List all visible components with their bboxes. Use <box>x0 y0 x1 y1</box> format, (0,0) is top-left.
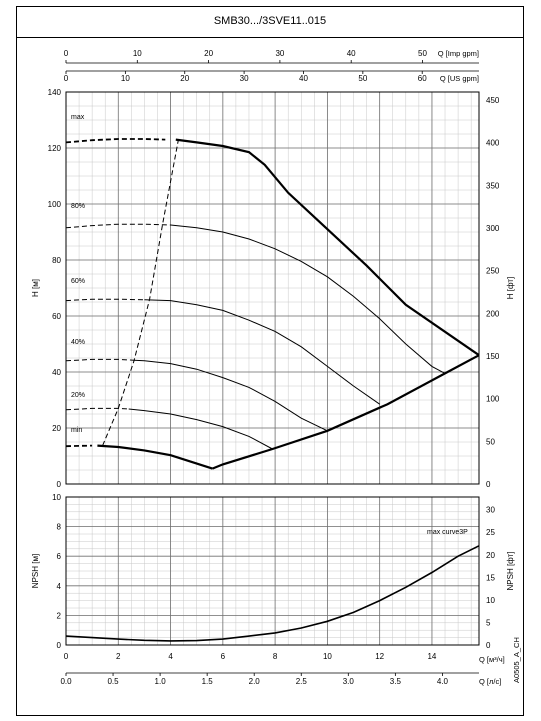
m3h-axis-label: Q [м³/ч] <box>479 655 505 664</box>
ls-tick-label: 3.0 <box>343 677 355 686</box>
m3h-tick-label: 14 <box>427 652 436 661</box>
head-y-right-tick-label: 450 <box>486 96 500 105</box>
ls-tick-label: 4.0 <box>437 677 449 686</box>
us-gpm-tick-label: 40 <box>299 74 308 83</box>
imp-gpm-tick-label: 20 <box>204 49 213 58</box>
head-curve-20 <box>128 408 273 450</box>
m3h-tick-label: 0 <box>64 652 69 661</box>
speed-label-min: min <box>71 427 82 434</box>
us-gpm-tick-label: 60 <box>418 74 427 83</box>
npsh-y-right-tick-label: 30 <box>486 506 495 515</box>
imp-gpm-tick-label: 10 <box>133 49 142 58</box>
head-curve-20-dashed <box>65 407 129 411</box>
m3h-tick-label: 8 <box>273 652 278 661</box>
us-gpm-axis-label: Q [US gpm] <box>440 74 479 83</box>
min-flow-dashed-line <box>102 139 179 446</box>
chart-frame <box>16 6 524 716</box>
head-plot-border <box>65 91 480 485</box>
ls-tick-label: 1.0 <box>155 677 167 686</box>
head-curve-60-dashed <box>65 298 145 302</box>
head-curve-60 <box>144 299 380 405</box>
speed-label-60: 60% <box>71 278 85 285</box>
ls-tick-label: 1.5 <box>202 677 214 686</box>
head-y-right-tick-label: 100 <box>486 395 500 404</box>
head-y-right-tick-label: 350 <box>486 181 500 190</box>
head-curve-80-dashed <box>65 223 171 229</box>
head-curve-max <box>175 138 480 357</box>
m3h-tick-label: 12 <box>375 652 384 661</box>
npsh-y-tick-label: 2 <box>57 611 62 620</box>
npsh-y-right-axis-label: NPSH [фт] <box>506 552 515 591</box>
ls-axis-label: Q [л/с] <box>479 677 501 686</box>
head-y-right-tick-label: 50 <box>486 437 495 446</box>
npsh-annotation: max curve3P <box>427 529 468 536</box>
head-y-axis-label: H [м] <box>31 279 40 297</box>
us-gpm-tick-label: 30 <box>240 74 249 83</box>
us-gpm-tick-label: 10 <box>121 74 130 83</box>
head-y-tick-label: 40 <box>52 368 61 377</box>
head-y-right-tick-label: 300 <box>486 224 500 233</box>
head-y-right-tick-label: 0 <box>486 480 491 489</box>
head-curve-40 <box>133 359 328 432</box>
title-box: SMB30.../3SVE11..015 <box>16 6 524 38</box>
head-y-right-tick-label: 250 <box>486 267 500 276</box>
head-y-tick-label: 140 <box>48 88 62 97</box>
chart-title: SMB30.../3SVE11..015 <box>213 15 327 27</box>
drawing-code: A0505_A_CH <box>512 637 521 683</box>
head-curve-80 <box>170 224 446 374</box>
m3h-tick-label: 2 <box>116 652 121 661</box>
speed-label-40: 40% <box>71 339 85 346</box>
ls-tick-label: 0.5 <box>107 677 119 686</box>
imp-gpm-tick-label: 0 <box>64 49 69 58</box>
npsh-y-tick-label: 10 <box>52 493 61 502</box>
m3h-tick-label: 10 <box>323 652 332 661</box>
us-gpm-tick-label: 50 <box>358 74 367 83</box>
head-y-tick-label: 20 <box>52 424 61 433</box>
head-y-right-axis-label: H [фт] <box>506 277 515 300</box>
head-curve-max-dashed <box>65 138 166 144</box>
m3h-tick-label: 6 <box>221 652 226 661</box>
npsh-y-tick-label: 4 <box>57 582 62 591</box>
max-flow-boundary-curve <box>211 354 480 470</box>
imp-gpm-axis-label: Q [Imp gpm] <box>438 49 479 58</box>
npsh-curve <box>65 545 480 642</box>
head-y-tick-label: 100 <box>48 200 62 209</box>
head-y-tick-label: 60 <box>52 312 61 321</box>
speed-label-max: max <box>71 114 85 121</box>
head-y-tick-label: 80 <box>52 256 61 265</box>
head-curve-40-dashed <box>65 358 135 362</box>
npsh-y-right-tick-label: 0 <box>486 641 491 650</box>
head-y-tick-label: 0 <box>57 480 62 489</box>
npsh-y-right-tick-label: 10 <box>486 596 495 605</box>
npsh-plot-border <box>65 496 480 646</box>
imp-gpm-tick-label: 50 <box>418 49 427 58</box>
npsh-y-tick-label: 6 <box>57 552 62 561</box>
imp-gpm-tick-label: 40 <box>347 49 356 58</box>
head-y-tick-label: 120 <box>48 144 62 153</box>
head-y-right-tick-label: 150 <box>486 352 500 361</box>
npsh-y-axis-label: NPSH [м] <box>31 554 40 588</box>
npsh-y-right-tick-label: 5 <box>486 618 491 627</box>
imp-gpm-tick-label: 30 <box>275 49 284 58</box>
npsh-y-right-tick-label: 15 <box>486 573 495 582</box>
head-curve-min-dashed <box>65 444 93 448</box>
ls-tick-label: 0.0 <box>60 677 72 686</box>
head-y-right-tick-label: 400 <box>486 139 500 148</box>
ls-tick-label: 3.5 <box>390 677 402 686</box>
head-y-right-tick-label: 200 <box>486 309 500 318</box>
us-gpm-tick-label: 0 <box>64 74 69 83</box>
npsh-y-right-tick-label: 20 <box>486 551 495 560</box>
ls-tick-label: 2.0 <box>249 677 261 686</box>
npsh-y-tick-label: 0 <box>57 641 62 650</box>
npsh-y-tick-label: 8 <box>57 523 62 532</box>
us-gpm-tick-label: 20 <box>180 74 189 83</box>
npsh-y-right-tick-label: 25 <box>486 528 495 537</box>
speed-label-20: 20% <box>71 392 85 399</box>
ls-tick-label: 2.5 <box>296 677 308 686</box>
speed-label-80: 80% <box>71 203 85 210</box>
m3h-tick-label: 4 <box>168 652 173 661</box>
head-curve-min <box>97 444 213 470</box>
